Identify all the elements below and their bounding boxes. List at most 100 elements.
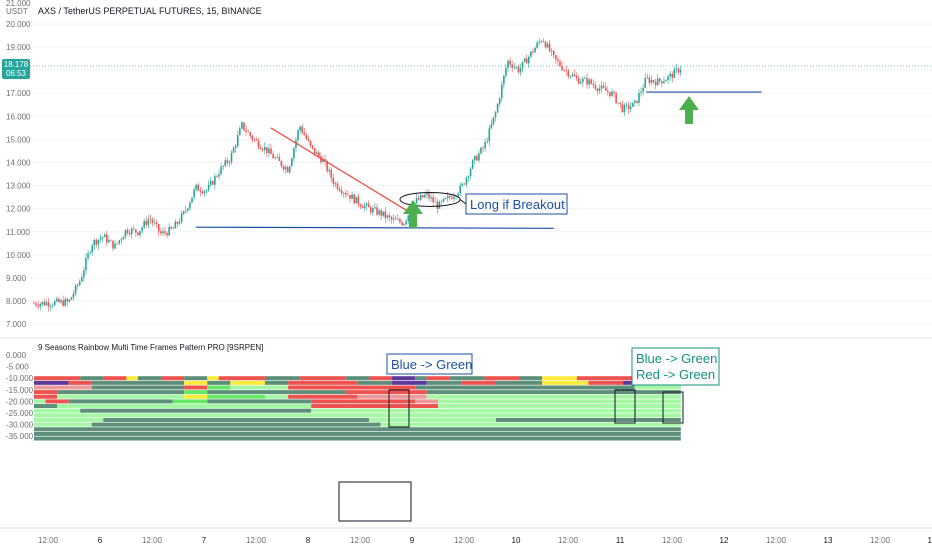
candle-body [449, 196, 451, 198]
candle-body [357, 196, 360, 205]
long-if-breakout-text: Long if Breakout [470, 197, 565, 212]
candle-body [588, 79, 590, 85]
candle-body [480, 147, 482, 154]
x-tick-label: 12:00 [350, 536, 371, 545]
candle-body [263, 147, 266, 151]
candle-body [249, 132, 252, 136]
candle-body [305, 135, 308, 139]
candle-body [112, 240, 114, 249]
candle-body [342, 192, 345, 194]
heatmap-segment [368, 417, 496, 422]
indicator-heatmap [34, 376, 681, 441]
heatmap-segment [184, 385, 208, 390]
candle-body [143, 221, 145, 228]
heatmap-segment [91, 385, 185, 390]
price-badge: 18.178 06:53 [2, 58, 30, 79]
candle-body [490, 124, 493, 129]
heatmap-segment [80, 376, 104, 381]
candle-body [594, 85, 597, 89]
candle-body [41, 301, 44, 304]
candle-body [646, 77, 649, 79]
heatmap-segment [57, 404, 185, 409]
focus-box-1 [388, 389, 410, 428]
candle-body [571, 74, 574, 77]
candle-body [355, 196, 358, 204]
candle-body [575, 76, 578, 79]
indicator-title: 9 Seasons Rainbow Multi Time Frames Patt… [38, 343, 263, 352]
candle-body [592, 83, 595, 86]
candle-body [567, 70, 570, 77]
candle-body [619, 102, 622, 104]
heatmap-segment [392, 380, 427, 385]
candle-body [211, 181, 214, 185]
candle-body [266, 147, 268, 154]
indicator-y-tick-label: -35.000 [6, 432, 34, 441]
heatmap-segment [34, 399, 46, 404]
candle-body [644, 77, 647, 88]
candle-body [135, 229, 137, 233]
candle-body [145, 221, 148, 225]
candle-body [482, 147, 484, 149]
heatmap-segment [184, 380, 208, 385]
candle-body [338, 189, 341, 191]
candle-body [532, 51, 534, 53]
candle-body [453, 196, 455, 199]
candle-body [415, 198, 418, 203]
teal-annotation: Blue -> Green Red -> Green [631, 347, 720, 386]
candle-body [101, 237, 104, 239]
red-trendline [270, 127, 416, 217]
candle-body [353, 194, 355, 204]
candlestick-series [33, 38, 682, 312]
candle-body [563, 70, 565, 71]
candle-body [239, 128, 241, 136]
candle-body [679, 69, 682, 73]
candle-body [205, 190, 208, 191]
candle-body [579, 82, 582, 84]
target-arrow-up [679, 96, 699, 124]
candle-body [530, 51, 532, 57]
candle-body [469, 168, 472, 177]
heatmap-segment [368, 376, 393, 381]
price-y-tick-label: 7.000 [6, 320, 27, 329]
heatmap-segment [449, 376, 485, 381]
heatmap-segment [265, 376, 300, 381]
candle-body [525, 58, 528, 64]
candle-body [573, 74, 576, 77]
heatmap-segment [484, 376, 520, 381]
heatmap-segment [91, 422, 381, 427]
candle-body [540, 41, 543, 42]
candle-body [546, 43, 549, 48]
candle-body [652, 80, 655, 82]
candle-body [598, 88, 601, 91]
candle-body [582, 78, 584, 83]
candle-body [446, 196, 449, 199]
candle-body [174, 221, 177, 229]
candle-body [602, 85, 605, 88]
candle-body [386, 215, 389, 218]
indicator-annotations [338, 389, 684, 522]
candle-body [232, 147, 235, 153]
candle-body [584, 77, 586, 79]
candle-body [103, 234, 106, 238]
candle-body [330, 169, 333, 178]
heatmap-segment [34, 408, 81, 413]
candle-body [259, 147, 262, 150]
candle-body [268, 148, 270, 154]
candle-body [517, 66, 520, 73]
candle-body [542, 41, 545, 42]
candle-body [328, 169, 331, 172]
candle-body [313, 147, 316, 154]
heatmap-segment [288, 394, 358, 399]
candle-body [367, 203, 370, 208]
candle-body [74, 285, 77, 294]
heatmap-segment [288, 380, 358, 385]
candle-body [201, 191, 204, 194]
candle-body [168, 226, 170, 236]
candle-body [484, 142, 486, 149]
candle-body [569, 76, 572, 77]
candle-body [114, 243, 116, 249]
x-tick-label: 12:00 [558, 536, 579, 545]
candle-body [234, 145, 237, 148]
candle-body [625, 104, 628, 106]
